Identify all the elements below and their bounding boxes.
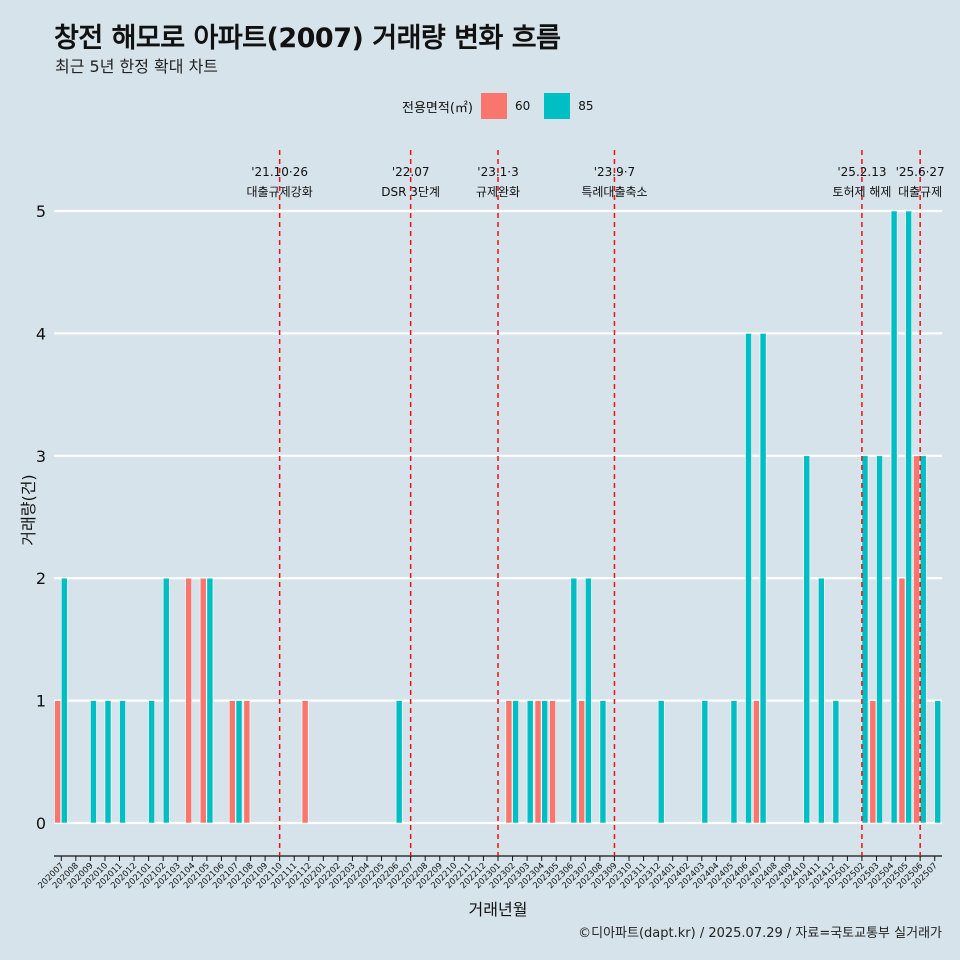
bar xyxy=(526,700,534,824)
bar xyxy=(759,333,767,824)
event-label: 토허제 해제 xyxy=(832,185,891,199)
bar xyxy=(570,577,578,824)
event-date: '23.1·3 xyxy=(477,165,518,179)
bar xyxy=(541,700,549,824)
bar xyxy=(657,700,665,824)
bar xyxy=(534,700,542,824)
legend-swatch-85 xyxy=(544,93,571,119)
bar xyxy=(54,700,61,824)
bar xyxy=(119,700,126,824)
bar xyxy=(148,700,156,824)
bar xyxy=(817,577,825,824)
bar xyxy=(701,700,709,824)
chart-subtitle: 최근 5년 한정 확대 차트 xyxy=(55,57,219,76)
y-tick-label: 0 xyxy=(36,814,46,833)
event-date: '22.07 xyxy=(392,165,430,179)
event-date: '23.9·7 xyxy=(594,165,635,179)
event-date: '25.6·27 xyxy=(896,165,945,179)
event-label: 특례대출축소 xyxy=(581,185,647,199)
bar xyxy=(745,333,752,824)
bar xyxy=(185,577,192,824)
bar xyxy=(90,700,97,824)
legend: 전용면적(㎡) 60 85 xyxy=(402,93,600,119)
event-label: 대출규제강화 xyxy=(247,185,313,199)
bar xyxy=(235,700,243,824)
bar xyxy=(512,700,519,824)
x-axis-title: 거래년월 xyxy=(469,900,528,919)
event-label: 대출규제 xyxy=(898,185,942,199)
y-tick-label: 3 xyxy=(36,447,46,466)
bar xyxy=(60,577,68,824)
bar xyxy=(162,577,170,824)
bar xyxy=(890,210,898,824)
bar xyxy=(599,700,607,824)
bar xyxy=(898,577,906,824)
bar xyxy=(832,700,840,824)
bar xyxy=(876,455,883,824)
bar xyxy=(753,700,760,824)
y-tick-label: 5 xyxy=(36,202,46,221)
chart-title: 창전 해모로 아파트(2007) 거래량 변화 흐름 xyxy=(54,23,561,54)
y-tick-label: 2 xyxy=(36,569,46,588)
bar xyxy=(549,700,556,824)
legend-label-60: 60 xyxy=(514,99,531,113)
event-date: '25.2.13 xyxy=(837,165,886,179)
bar xyxy=(869,700,877,824)
event-date: '21.10·26 xyxy=(251,165,308,179)
bar xyxy=(505,700,513,824)
bar xyxy=(199,577,207,824)
caption: ©디아파트(dapt.kr) / 2025.07.29 / 자료=국토교통부 실… xyxy=(578,926,942,941)
bar xyxy=(104,700,112,824)
bar xyxy=(919,455,927,824)
y-tick-label: 4 xyxy=(36,324,46,343)
legend-swatch-60 xyxy=(480,93,507,119)
bar xyxy=(301,700,309,824)
bar xyxy=(905,210,913,824)
bar xyxy=(803,455,811,824)
legend-title: 전용면적(㎡) xyxy=(402,100,473,116)
bar xyxy=(913,455,920,824)
bar xyxy=(243,700,251,824)
bar xyxy=(395,700,403,824)
bar xyxy=(206,577,214,824)
legend-label-85: 85 xyxy=(578,99,594,113)
bar xyxy=(585,577,592,824)
event-label: 규제완화 xyxy=(476,185,520,199)
bar xyxy=(861,455,869,824)
event-label: DSR 3단계 xyxy=(381,185,440,199)
y-tick-label: 1 xyxy=(36,692,46,711)
bar xyxy=(228,700,236,824)
bar xyxy=(730,700,738,824)
bar xyxy=(578,700,586,824)
bar xyxy=(934,700,942,824)
y-axis-title: 거래량(건) xyxy=(19,474,38,545)
